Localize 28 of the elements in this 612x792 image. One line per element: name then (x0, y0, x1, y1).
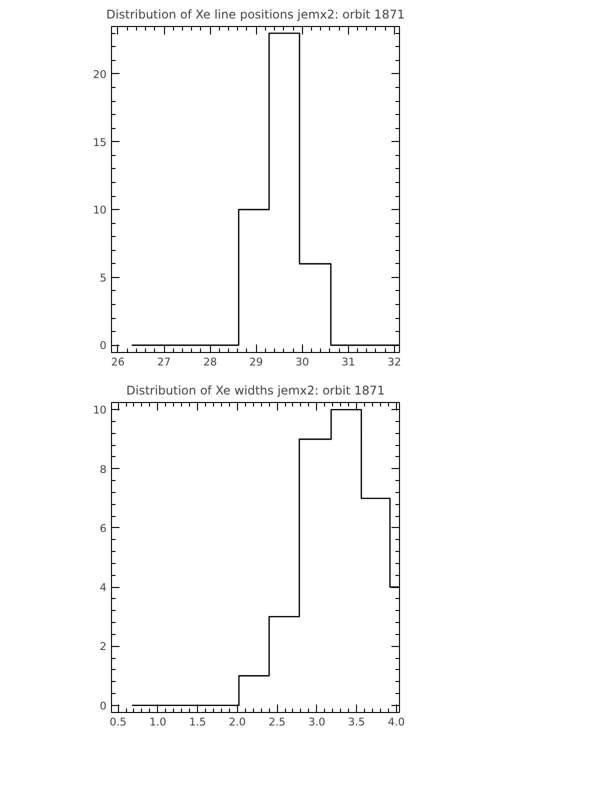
y-tick-label: 6 (100, 522, 107, 535)
x-tick-label: 29 (249, 356, 264, 368)
y-tick-label: 0 (100, 699, 107, 712)
y-tick-label: 2 (100, 640, 106, 654)
x-tick-label: 27 (157, 356, 171, 368)
y-tick-label: 15 (92, 136, 107, 149)
x-tick-label: 32 (388, 356, 402, 368)
x-tick-label: 1.5 (189, 716, 206, 728)
x-tick-label: 1.0 (149, 716, 167, 728)
x-tick-label: 3.5 (348, 716, 366, 728)
x-tick-label: 4.0 (388, 716, 406, 728)
y-tick-label: 5 (100, 271, 106, 284)
y-tick-label: 20 (92, 68, 107, 81)
x-tick-label: 0.5 (110, 716, 127, 728)
chart-title: Distribution of Xe line positions jemx2: orbit 1871 (106, 8, 405, 22)
x-tick-label: 26 (111, 356, 125, 368)
y-tick-label: 10 (92, 204, 107, 217)
x-tick-label: 3.0 (308, 716, 326, 728)
x-tick-label: 2.0 (228, 716, 246, 728)
x-tick-label: 30 (295, 356, 310, 368)
x-tick-label: 28 (203, 356, 218, 368)
chart-title: Distribution of Xe widths jemx2: orbit 1871 (126, 384, 385, 398)
x-tick-label: 2.5 (268, 716, 286, 728)
y-tick-label: 10 (92, 404, 107, 417)
y-tick-label: 0 (100, 339, 107, 352)
y-tick-label: 8 (100, 462, 107, 476)
y-tick-label: 4 (100, 581, 107, 594)
x-tick-label: 31 (342, 356, 356, 368)
